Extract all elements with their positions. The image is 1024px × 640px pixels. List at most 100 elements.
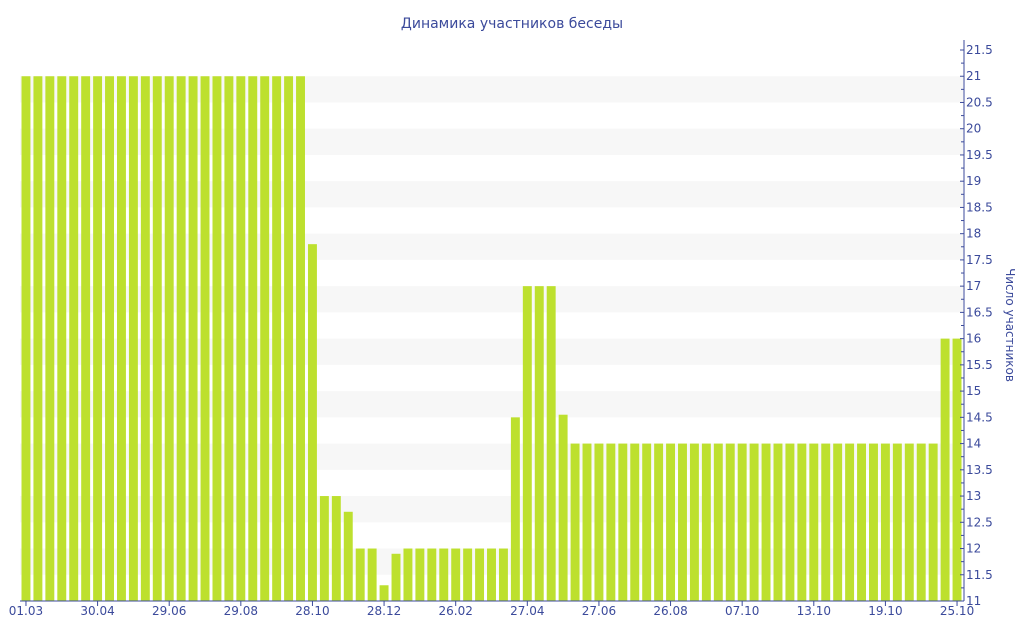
bar [594,443,604,601]
bar [857,443,867,601]
y-tick-label: 15 [966,384,981,398]
bar [33,76,43,601]
y-tick-label: 11 [966,594,981,608]
bar [546,286,556,601]
y-tick-label: 12.5 [966,515,993,529]
bar [642,443,652,601]
chart-title: Динамика участников беседы [401,16,623,32]
y-tick-label: 17 [966,279,981,293]
x-tick-label: 29.08 [224,604,258,618]
bars [21,76,962,601]
x-tick-label: 19.10 [868,604,902,618]
bar [869,443,878,601]
bar [606,443,616,601]
bar [701,443,711,601]
bar [367,548,377,601]
y-tick-label: 13.5 [966,463,993,477]
bar [761,443,771,601]
bar [618,443,628,601]
bar [128,76,138,601]
x-tick-label: 13.10 [797,604,831,618]
bar [737,443,747,601]
bar [845,443,855,601]
x-tick-label: 27.06 [582,604,616,618]
x-tick-label: 07.10 [725,604,759,618]
bar [69,76,79,601]
bar [510,417,520,601]
bar [928,443,938,601]
bar [821,443,831,601]
bar [666,443,676,601]
bar [152,76,162,601]
bar [439,548,449,601]
bar [749,443,759,601]
bar [773,443,783,601]
bar [21,76,31,601]
x-tick-label: 27.04 [510,604,544,618]
x-tick-label: 25.10 [940,604,974,618]
bar [116,76,126,601]
y-tick-label: 21 [966,69,981,83]
bar [236,76,246,601]
bar [689,443,699,601]
bar [105,76,114,601]
x-tick-label: 26.02 [439,604,473,618]
y-tick-label: 12 [966,542,981,556]
bar [678,443,687,601]
bar [140,76,150,601]
bar [415,548,425,601]
y-axis-label: Число участников [1003,268,1017,382]
bar [355,548,365,601]
bar [558,414,568,601]
bar [391,553,401,601]
y-tick-label: 14 [966,437,981,451]
bar [725,443,735,601]
bar [284,76,294,601]
bar [498,548,508,601]
bar [833,443,843,601]
bar [57,76,67,601]
bar [475,548,485,601]
bar [93,76,103,601]
bar [785,443,795,601]
bar [307,244,317,601]
bar [713,443,723,601]
bar [570,443,580,601]
bar [427,548,437,601]
y-ticks: 11 11.5 12 12.5 13 13.5 14 14.5 15 15.5 16 16.5 17 17… [960,43,993,608]
bar [45,76,55,601]
bar [272,76,282,601]
bar [809,443,819,601]
y-tick-label: 16.5 [966,305,993,319]
y-tick-label: 11.5 [966,568,993,582]
bar [463,548,473,601]
x-tick-label: 28.12 [367,604,401,618]
y-tick-label: 19.5 [966,148,993,162]
x-ticks: 01.03 30.04 29.06 29.08 28.10 28.12 26.02 27.04… [9,601,974,618]
bar [451,548,461,601]
bar [654,443,664,601]
bar [212,76,222,601]
bar [188,76,198,601]
x-tick-label: 29.06 [152,604,186,618]
y-tick-label: 18 [966,227,981,241]
y-tick-label: 21.5 [966,43,993,57]
y-tick-label: 15.5 [966,358,993,372]
bar [260,76,270,601]
bar [534,286,544,601]
y-tick-label: 13 [966,489,981,503]
bar [952,338,962,601]
bar [224,76,234,601]
bar [296,76,305,601]
bar [916,443,926,601]
bar [379,585,389,601]
y-tick-label: 20 [966,122,981,136]
bar [319,496,329,601]
x-tick-label: 26.08 [653,604,687,618]
x-tick-label: 30.04 [80,604,114,618]
bar [582,443,592,601]
bar [904,443,914,601]
x-tick-label: 01.03 [9,604,43,618]
bar [164,76,174,601]
x-tick-label: 28.10 [295,604,329,618]
